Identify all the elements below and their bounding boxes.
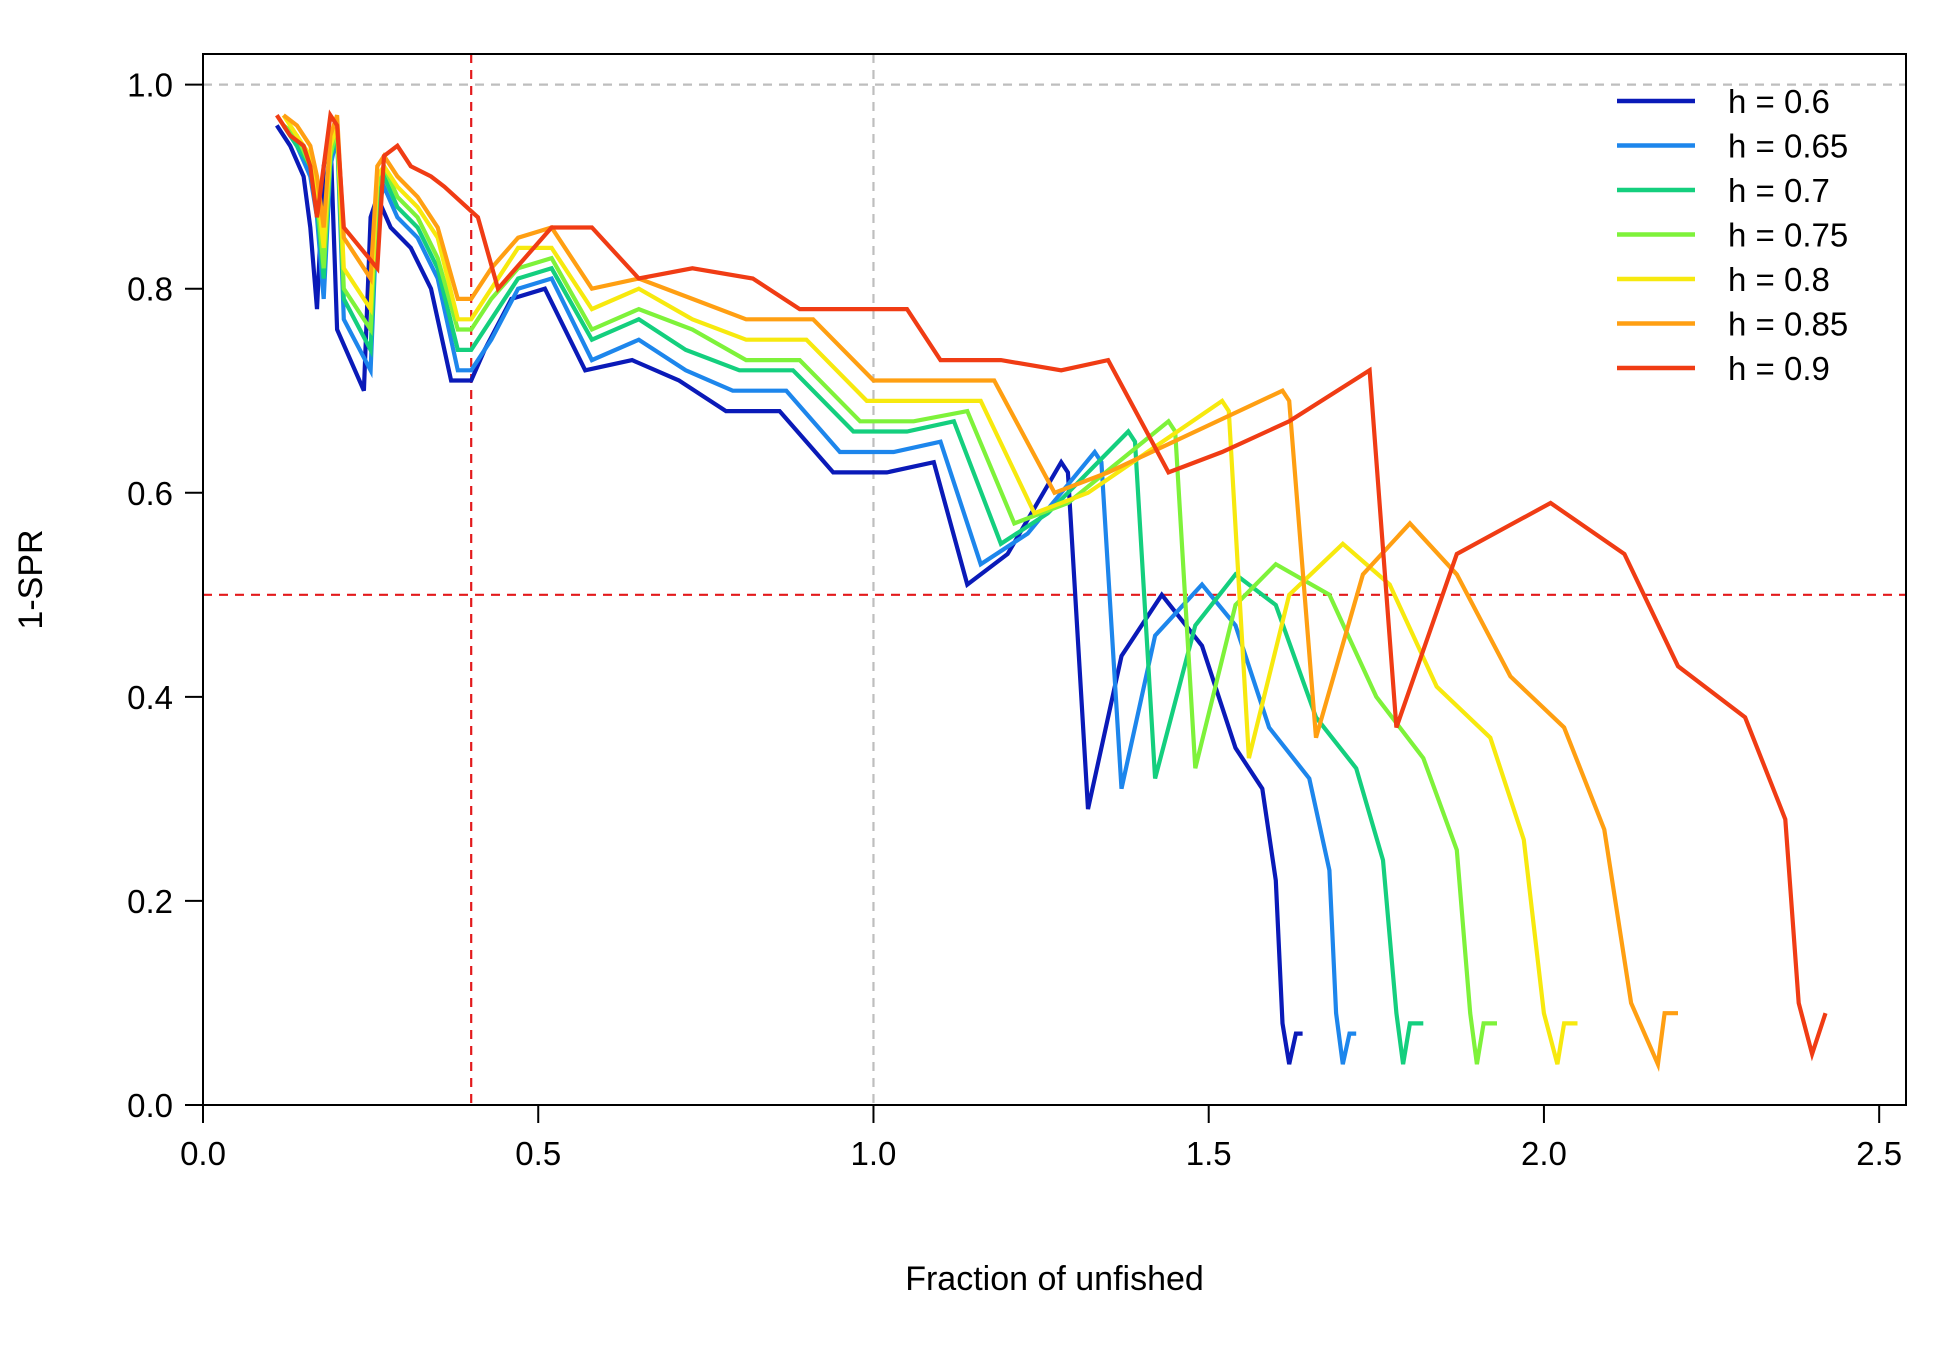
y-tick-label: 0.8 [127,271,173,308]
x-tick-label: 0.5 [515,1135,561,1172]
x-axis-title: Fraction of unfished [905,1260,1204,1298]
series-lines [275,109,1828,1072]
series-line-6 [275,109,1828,1062]
y-tick-label: 0.0 [127,1087,173,1124]
legend-label: h = 0.85 [1728,306,1848,343]
y-tick-label: 0.6 [127,475,173,512]
legend-label: h = 0.8 [1728,261,1830,298]
y-axis-title: 1-SPR [12,529,50,629]
series-line-4 [281,114,1578,1065]
x-tick-label: 2.0 [1521,1135,1567,1172]
x-axis: 0.0 0.5 1.0 1.5 2.0 2.5 [180,1104,1902,1172]
legend-label: h = 0.9 [1728,350,1830,387]
reference-lines [203,54,1906,1105]
x-tick-label: 1.5 [1186,1135,1232,1172]
legend-label: h = 0.75 [1728,217,1848,254]
legend-label: h = 0.65 [1728,128,1848,165]
x-tick-label: 0.0 [180,1135,226,1172]
legend-label: h = 0.6 [1728,83,1830,120]
legend-label: h = 0.7 [1728,172,1830,209]
legend: h = 0.6 h = 0.65 h = 0.7 h = 0.75 h = 0.8 h =… [1617,83,1848,387]
y-tick-label: 1.0 [127,67,173,104]
y-tick-label: 0.2 [127,883,173,920]
y-tick-label: 0.4 [127,679,173,716]
x-tick-label: 2.5 [1856,1135,1902,1172]
x-tick-label: 1.0 [851,1135,897,1172]
y-axis: 0.0 0.2 0.4 0.6 0.8 1.0 [127,67,204,1124]
series-line-0 [275,124,1303,1065]
